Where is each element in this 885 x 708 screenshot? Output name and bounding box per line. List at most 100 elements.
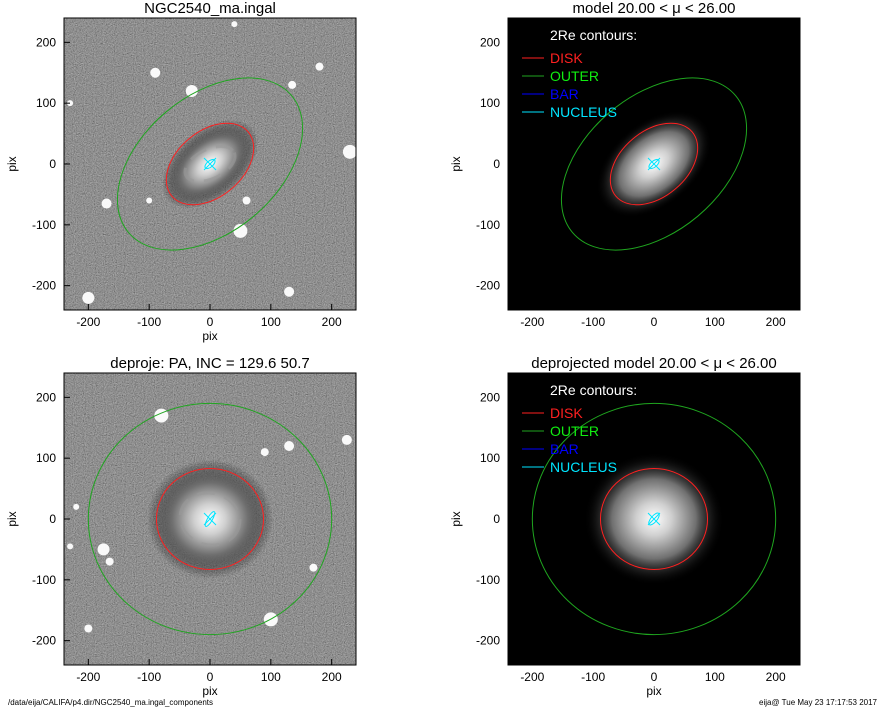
footer-right: eija@ Tue May 23 17:17:53 2017 bbox=[759, 698, 877, 707]
x-tick-label: 0 bbox=[651, 670, 658, 684]
x-axis-label: pix bbox=[202, 329, 217, 343]
star bbox=[84, 624, 93, 633]
star bbox=[101, 198, 112, 209]
x-tick-label: 0 bbox=[207, 315, 214, 329]
legend-entry-outer: OUTER bbox=[550, 68, 599, 84]
star bbox=[67, 100, 74, 107]
legend: 2Re contours: DISK OUTER BAR NUCLEUS bbox=[522, 382, 637, 475]
panel-title: deproje: PA, INC = 129.6 50.7 bbox=[110, 355, 309, 372]
star bbox=[231, 21, 238, 28]
nucleus-cross-icon bbox=[203, 512, 217, 526]
y-tick-label: 0 bbox=[493, 512, 500, 526]
y-tick-label: 200 bbox=[480, 390, 500, 404]
legend-entry-disk: DISK bbox=[550, 405, 583, 421]
y-tick-label: 100 bbox=[36, 451, 56, 465]
nucleus-cross-icon bbox=[647, 512, 661, 526]
y-tick-label: 100 bbox=[480, 96, 500, 110]
x-tick-label: 100 bbox=[261, 315, 281, 329]
star bbox=[309, 563, 318, 572]
legend: 2Re contours: DISK OUTER BAR NUCLEUS bbox=[522, 27, 637, 120]
y-axis-label: pix bbox=[449, 156, 463, 171]
y-tick-label: -100 bbox=[476, 218, 500, 232]
x-tick-label: 200 bbox=[766, 315, 786, 329]
y-tick-label: -200 bbox=[32, 634, 56, 648]
spiral-arms bbox=[183, 145, 237, 183]
star bbox=[82, 291, 95, 304]
y-tick-label: -100 bbox=[32, 218, 56, 232]
x-tick-label: -100 bbox=[137, 315, 161, 329]
x-tick-label: 0 bbox=[207, 670, 214, 684]
star bbox=[146, 197, 153, 204]
star bbox=[242, 196, 251, 205]
y-tick-label: -200 bbox=[476, 279, 500, 293]
star bbox=[185, 85, 198, 97]
contour-disk bbox=[165, 122, 255, 206]
x-tick-label: 200 bbox=[322, 670, 342, 684]
nucleus-cross-icon bbox=[203, 157, 217, 171]
y-tick-label: 100 bbox=[480, 451, 500, 465]
x-tick-label: 100 bbox=[705, 670, 725, 684]
y-tick-label: -100 bbox=[32, 573, 56, 587]
x-tick-label: -200 bbox=[520, 315, 544, 329]
x-axis-label: pix bbox=[646, 684, 661, 698]
star bbox=[341, 434, 352, 445]
star bbox=[150, 67, 161, 78]
legend-entry-outer: OUTER bbox=[550, 423, 599, 439]
y-tick-label: -100 bbox=[476, 573, 500, 587]
star bbox=[260, 448, 269, 457]
contour-disk bbox=[609, 122, 699, 206]
panel-3: -200 -100 0 100 200 -200 -100 0 100 200 deproje: P… bbox=[5, 355, 357, 698]
spiral-arms bbox=[178, 491, 242, 547]
y-tick-label: 0 bbox=[493, 157, 500, 171]
star bbox=[342, 144, 356, 159]
panel-1: -200 -100 0 100 200 -200 -100 0 100 200 NGC2540_ma… bbox=[5, 0, 357, 343]
y-tick-label: 100 bbox=[36, 96, 56, 110]
panel-title: NGC2540_ma.ingal bbox=[144, 0, 276, 17]
x-axis-label: pix bbox=[202, 684, 217, 698]
y-axis-label: pix bbox=[5, 511, 19, 526]
x-tick-label: 0 bbox=[651, 315, 658, 329]
y-tick-label: -200 bbox=[476, 634, 500, 648]
y-axis-label: pix bbox=[449, 511, 463, 526]
contour-disk bbox=[155, 468, 265, 570]
x-tick-label: -100 bbox=[581, 315, 605, 329]
y-axis-label: pix bbox=[5, 156, 19, 171]
x-tick-label: 200 bbox=[322, 315, 342, 329]
star bbox=[67, 543, 74, 550]
nucleus-cross-icon bbox=[647, 157, 661, 171]
panel-4: -200 -100 0 100 200 -200 -100 0 100 200 deprojecte… bbox=[449, 355, 801, 698]
legend-title: 2Re contours: bbox=[550, 27, 637, 43]
contour-outer bbox=[560, 77, 748, 251]
panel-title: model 20.00 < μ < 26.00 bbox=[573, 0, 736, 17]
contour-nucleus bbox=[204, 511, 216, 527]
panel-title: deprojected model 20.00 < μ < 26.00 bbox=[531, 355, 777, 372]
star bbox=[315, 62, 324, 71]
y-tick-label: -200 bbox=[32, 279, 56, 293]
star bbox=[73, 503, 80, 510]
panel-2: -200 -100 0 100 200 -200 -100 0 100 200 model 20.0… bbox=[449, 0, 801, 329]
legend-entry-bar: BAR bbox=[550, 86, 579, 102]
contour-outer bbox=[87, 402, 333, 636]
x-tick-label: -200 bbox=[76, 670, 100, 684]
star bbox=[97, 543, 110, 556]
legend-entry-nucleus: NUCLEUS bbox=[550, 459, 617, 475]
y-tick-label: 0 bbox=[49, 157, 56, 171]
star bbox=[233, 223, 248, 238]
y-tick-label: 200 bbox=[36, 35, 56, 49]
x-tick-label: -100 bbox=[581, 670, 605, 684]
legend-entry-nucleus: NUCLEUS bbox=[550, 104, 617, 120]
legend-entry-disk: DISK bbox=[550, 50, 583, 66]
legend-entry-bar: BAR bbox=[550, 441, 579, 457]
star bbox=[284, 286, 295, 297]
x-tick-label: 200 bbox=[766, 670, 786, 684]
x-tick-label: -100 bbox=[137, 670, 161, 684]
contour-disk bbox=[599, 468, 709, 570]
x-tick-label: -200 bbox=[76, 315, 100, 329]
legend-title: 2Re contours: bbox=[550, 382, 637, 398]
y-tick-label: 200 bbox=[480, 35, 500, 49]
x-tick-label: 100 bbox=[261, 670, 281, 684]
x-tick-label: 100 bbox=[705, 315, 725, 329]
star bbox=[105, 557, 114, 566]
y-tick-label: 0 bbox=[49, 512, 56, 526]
x-tick-label: -200 bbox=[520, 670, 544, 684]
